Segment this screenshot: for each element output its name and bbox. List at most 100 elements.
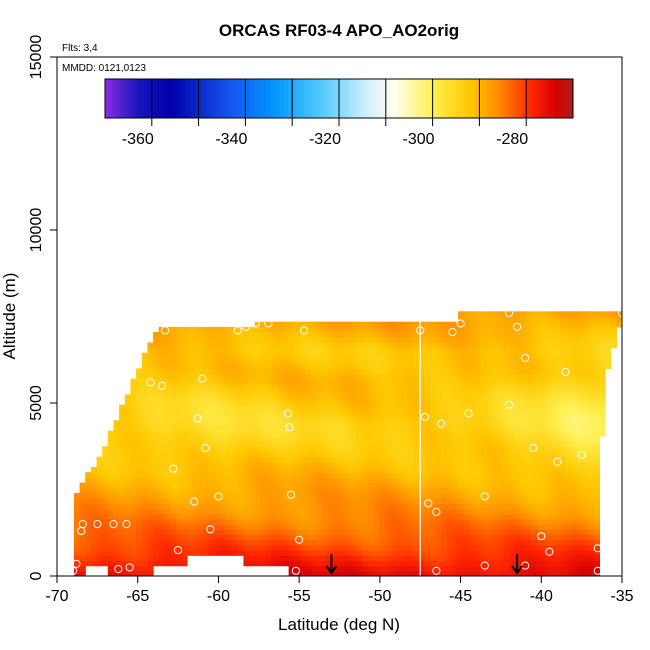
- heatmap-cell: [412, 524, 420, 530]
- heatmap-cell: [514, 368, 521, 375]
- heatmap-cell: [412, 539, 420, 546]
- heatmap-cell: [215, 472, 222, 478]
- heatmap-cell: [243, 539, 250, 546]
- heatmap-cell: [514, 446, 521, 453]
- heatmap-cell: [345, 441, 352, 447]
- heatmap-cell: [379, 446, 386, 453]
- heatmap-cell: [424, 446, 431, 453]
- heatmap-cell: [277, 368, 284, 375]
- heatmap-cell: [509, 498, 516, 504]
- heatmap-cell: [384, 347, 391, 354]
- heatmap-cell: [412, 446, 420, 453]
- heatmap-cell: [294, 487, 301, 494]
- heatmap-cell: [294, 513, 301, 520]
- heatmap-cell: [79, 503, 86, 510]
- heatmap-cell: [418, 389, 425, 395]
- heatmap-cell: [531, 415, 538, 421]
- heatmap-cell: [379, 363, 386, 369]
- heatmap-cell: [141, 358, 148, 364]
- heatmap-cell: [384, 332, 391, 338]
- colorbar-segment: [249, 79, 254, 118]
- heatmap-cell: [424, 539, 431, 546]
- heatmap-cell: [497, 326, 504, 333]
- heatmap-cell: [379, 373, 386, 380]
- heatmap-cell: [288, 332, 295, 338]
- heatmap-cell: [362, 487, 369, 494]
- heatmap-cell: [79, 539, 86, 546]
- heatmap-cell: [73, 555, 81, 562]
- heatmap-cell: [588, 430, 595, 437]
- heatmap-cell: [565, 352, 572, 359]
- heatmap-cell: [469, 550, 476, 556]
- heatmap-cell: [373, 456, 380, 463]
- heatmap-cell: [356, 409, 363, 416]
- heatmap-cell: [260, 487, 267, 494]
- heatmap-cell: [203, 503, 211, 510]
- colorbar-segment: [303, 79, 309, 118]
- heatmap-cell: [509, 383, 516, 390]
- heatmap-cell: [362, 420, 369, 427]
- heatmap-cell: [492, 555, 499, 562]
- heatmap-cell: [136, 503, 143, 510]
- heatmap-cell: [452, 529, 459, 536]
- heatmap-cell: [588, 321, 595, 328]
- heatmap-cell: [452, 508, 459, 515]
- heatmap-cell: [469, 352, 476, 359]
- heatmap-cell: [401, 529, 408, 536]
- heatmap-cell: [266, 409, 273, 416]
- heatmap-cell: [79, 560, 86, 567]
- heatmap-cell: [418, 383, 425, 390]
- heatmap-cell: [509, 555, 516, 562]
- heatmap-cell: [305, 503, 312, 510]
- heatmap-cell: [509, 394, 516, 401]
- heatmap-cell: [277, 544, 284, 551]
- heatmap-cell: [322, 534, 329, 541]
- heatmap-cell: [537, 451, 544, 458]
- heatmap-cell: [339, 363, 346, 369]
- heatmap-cell: [497, 534, 504, 541]
- heatmap-cell: [554, 487, 561, 494]
- heatmap-cell: [452, 347, 459, 354]
- heatmap-cell: [458, 513, 465, 520]
- heatmap-cell: [345, 560, 352, 567]
- heatmap-cell: [232, 529, 239, 536]
- heatmap-cell: [588, 539, 595, 546]
- heatmap-cell: [198, 342, 205, 349]
- colorbar-segment: [335, 79, 340, 118]
- heatmap-cell: [305, 435, 312, 442]
- heatmap-cell: [497, 363, 504, 369]
- heatmap-cell: [350, 446, 358, 453]
- heatmap-cell: [593, 529, 600, 536]
- heatmap-cell: [254, 534, 261, 541]
- heatmap-cell: [571, 316, 578, 323]
- heatmap-cell: [548, 316, 555, 323]
- heatmap-cell: [175, 518, 182, 525]
- heatmap-cell: [593, 570, 600, 576]
- heatmap-cell: [373, 451, 380, 458]
- heatmap-cell: [215, 399, 222, 406]
- heatmap-cell: [266, 352, 273, 359]
- heatmap-cell: [542, 492, 550, 499]
- heatmap-cell: [480, 544, 487, 551]
- heatmap-cell: [379, 550, 386, 556]
- heatmap-cell: [379, 524, 386, 530]
- heatmap-cell: [548, 560, 555, 567]
- heatmap-cell: [418, 492, 425, 499]
- heatmap-cell: [390, 487, 397, 494]
- heatmap-cell: [215, 352, 222, 359]
- heatmap-cell: [497, 394, 504, 401]
- heatmap-cell: [520, 311, 527, 318]
- heatmap-cell: [124, 492, 132, 499]
- heatmap-cell: [345, 451, 352, 458]
- heatmap-cell: [446, 342, 454, 349]
- heatmap-cell: [249, 373, 256, 380]
- heatmap-cell: [446, 337, 454, 344]
- heatmap-cell: [254, 560, 261, 567]
- heatmap-cell: [209, 383, 216, 390]
- heatmap-cell: [96, 560, 103, 567]
- heatmap-cell: [384, 482, 391, 489]
- heatmap-cell: [73, 550, 81, 556]
- heatmap-cell: [260, 332, 267, 338]
- heatmap-cell: [305, 550, 312, 556]
- heatmap-cell: [384, 321, 391, 328]
